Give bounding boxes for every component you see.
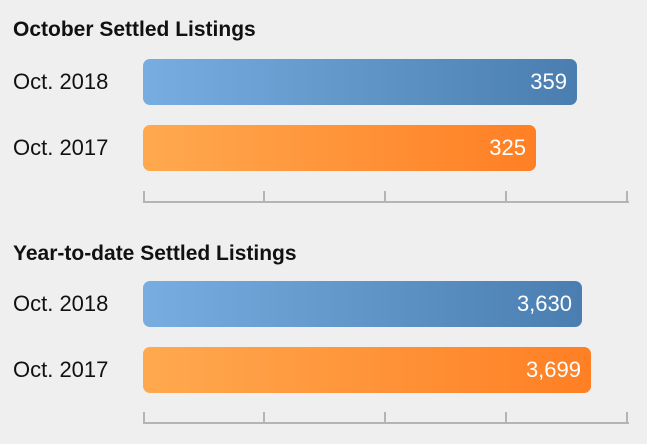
axis-tick bbox=[626, 191, 628, 203]
bar-row: Oct. 2018 3,630 bbox=[0, 281, 647, 329]
axis-tick bbox=[505, 412, 507, 424]
bar-oct-2018: 359 bbox=[143, 59, 577, 105]
ytd-chart: Year-to-date Settled Listings Oct. 2018 … bbox=[0, 224, 647, 434]
axis-tick bbox=[384, 412, 386, 424]
bar-row: Oct. 2017 325 bbox=[0, 125, 647, 173]
chart-title: October Settled Listings bbox=[13, 18, 256, 41]
bar-row: Oct. 2018 359 bbox=[0, 59, 647, 107]
bar-oct-2017: 3,699 bbox=[143, 347, 591, 393]
axis-tick bbox=[505, 191, 507, 203]
category-label: Oct. 2017 bbox=[13, 357, 109, 382]
value-label: 359 bbox=[530, 69, 567, 94]
axis-tick bbox=[263, 191, 265, 203]
axis-tick bbox=[263, 412, 265, 424]
monthly-chart: October Settled Listings Oct. 2018 359 O… bbox=[0, 0, 647, 210]
x-axis bbox=[143, 191, 629, 203]
value-label: 3,699 bbox=[525, 357, 581, 382]
x-axis bbox=[143, 412, 629, 424]
axis-tick bbox=[626, 412, 628, 424]
axis-tick bbox=[143, 412, 145, 424]
value-label: 3,630 bbox=[516, 291, 572, 316]
axis-line bbox=[143, 422, 629, 424]
axis-line bbox=[143, 201, 629, 203]
bar-oct-2017: 325 bbox=[143, 125, 536, 171]
category-label: Oct. 2017 bbox=[13, 135, 109, 160]
chart-title: Year-to-date Settled Listings bbox=[13, 242, 297, 265]
category-label: Oct. 2018 bbox=[13, 291, 109, 316]
category-label: Oct. 2018 bbox=[13, 69, 109, 94]
axis-tick bbox=[143, 191, 145, 203]
bar-oct-2018: 3,630 bbox=[143, 281, 582, 327]
bar-row: Oct. 2017 3,699 bbox=[0, 347, 647, 395]
axis-tick bbox=[384, 191, 386, 203]
value-label: 325 bbox=[489, 135, 526, 160]
